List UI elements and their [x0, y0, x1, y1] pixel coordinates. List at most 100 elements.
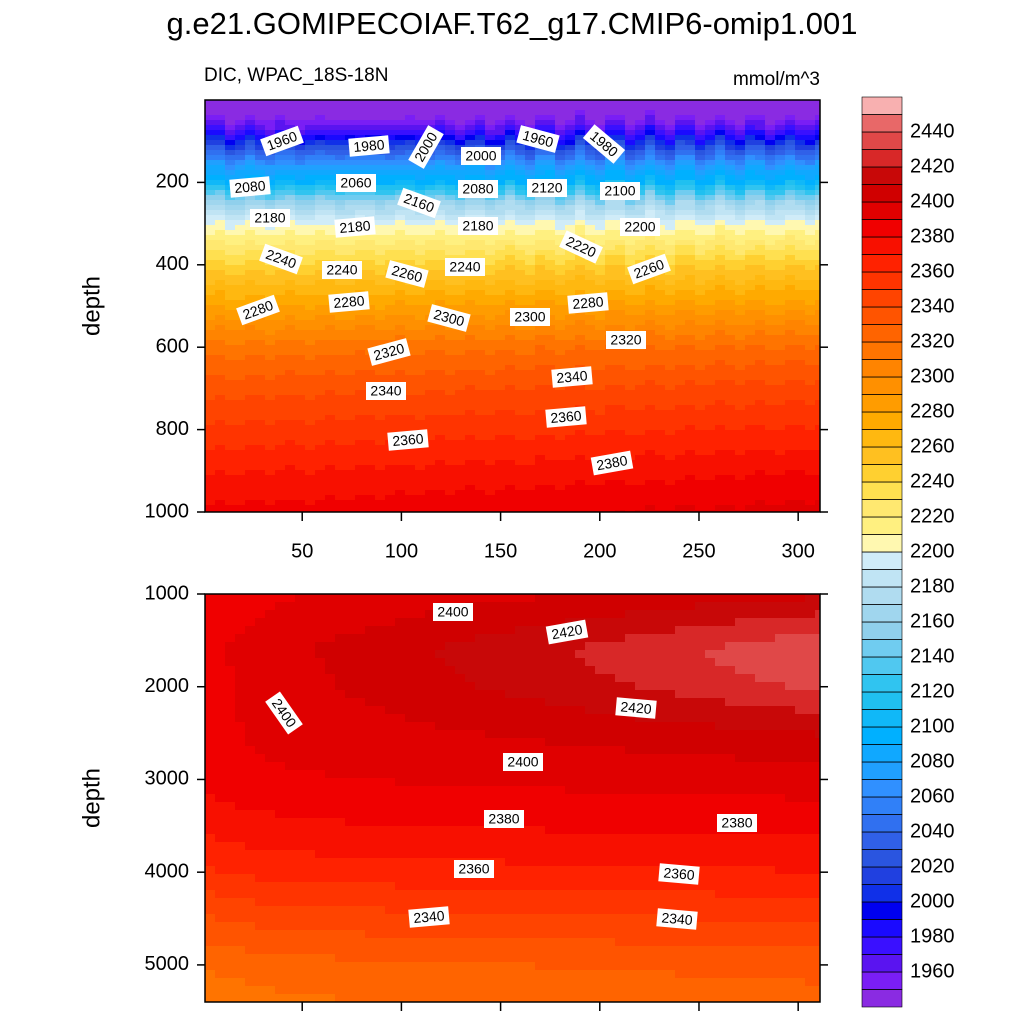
- field-cell: [415, 125, 426, 131]
- field-cell: [235, 375, 246, 381]
- field-cell: [685, 380, 696, 386]
- field-cell: [795, 270, 806, 276]
- field-cell: [575, 135, 586, 141]
- field-cell: [755, 155, 766, 161]
- field-cell: [585, 215, 596, 221]
- field-cell: [795, 490, 806, 496]
- field-cell: [535, 325, 546, 331]
- field-cell: [295, 120, 306, 126]
- field-cell: [685, 285, 696, 291]
- field-cell: [625, 370, 636, 376]
- field-cell: [395, 245, 406, 251]
- field-cell: [485, 240, 496, 246]
- field-cell: [455, 465, 466, 471]
- field-cell: [315, 210, 326, 216]
- field-cell: [745, 110, 756, 116]
- field-cell: [265, 280, 276, 286]
- field-cell: [395, 250, 406, 256]
- field-cell: [795, 245, 806, 251]
- field-cell: [475, 135, 486, 141]
- field-cell: [385, 490, 396, 496]
- field-cell: [605, 310, 616, 316]
- field-cell: [575, 470, 586, 476]
- field-cell: [505, 485, 516, 491]
- field-cell: [585, 110, 596, 116]
- field-cell: [505, 505, 516, 511]
- field-cell: [365, 340, 376, 346]
- field-cell: [275, 240, 286, 246]
- field-cell: [635, 235, 646, 241]
- field-cell: [225, 405, 236, 411]
- field-cell: [205, 225, 216, 231]
- field-cell: [205, 285, 216, 291]
- field-cell: [335, 195, 346, 201]
- field-cell: [705, 475, 716, 481]
- field-cell: [205, 410, 216, 416]
- field-cell: [205, 455, 216, 461]
- field-cell: [575, 320, 586, 326]
- field-cell: [355, 115, 366, 121]
- field-cell: [535, 505, 546, 511]
- field-cell: [685, 150, 696, 156]
- field-cell: [525, 155, 536, 161]
- field-cell: [715, 425, 726, 431]
- field-cell: [405, 230, 416, 236]
- field-cell: [455, 395, 466, 401]
- field-cell: [715, 410, 726, 416]
- field-cell: [535, 355, 546, 361]
- field-cell: [255, 115, 266, 121]
- field-cell: [315, 430, 326, 436]
- field-cell: [335, 330, 346, 336]
- field-cell: [765, 165, 776, 171]
- field-cell: [415, 180, 426, 186]
- field-cell: [225, 340, 236, 346]
- field-cell: [425, 115, 436, 121]
- field-cell: [695, 365, 706, 371]
- field-cell: [235, 450, 246, 456]
- field-cell: [545, 345, 556, 351]
- field-cell: [295, 180, 306, 186]
- field-cell: [625, 295, 636, 301]
- field-cell: [715, 365, 726, 371]
- field-cell: [315, 145, 326, 151]
- field-cell: [425, 465, 436, 471]
- field-cell: [795, 155, 806, 161]
- field-cell: [765, 190, 776, 196]
- field-cell: [485, 200, 496, 206]
- field-cell: [585, 175, 596, 181]
- field-cell: [585, 410, 596, 416]
- field-cell: [795, 465, 806, 471]
- field-cell: [555, 345, 566, 351]
- field-cell: [325, 485, 336, 491]
- field-cell: [385, 310, 396, 316]
- field-cell: [625, 205, 636, 211]
- field-cell: [655, 160, 666, 166]
- field-cell: [495, 440, 506, 446]
- field-cell: [545, 250, 556, 256]
- field-cell: [495, 415, 506, 421]
- field-cell: [395, 455, 406, 461]
- field-cell: [225, 215, 236, 221]
- field-cell: [785, 350, 796, 356]
- field-cell: [695, 335, 706, 341]
- field-cell: [275, 270, 286, 276]
- field-cell: [545, 475, 556, 481]
- field-cell: [515, 125, 526, 131]
- field-cell: [495, 195, 506, 201]
- field-cell: [565, 360, 576, 366]
- field-cell: [315, 360, 326, 366]
- field-cell: [715, 370, 726, 376]
- field-cell: [665, 380, 676, 386]
- field-cell: [335, 420, 346, 426]
- field-cell: [715, 490, 726, 496]
- field-cell: [375, 170, 386, 176]
- field-cell: [805, 150, 816, 156]
- field-cell: [525, 195, 536, 201]
- field-cell: [725, 120, 736, 126]
- field-cell: [585, 315, 596, 321]
- field-cell: [755, 220, 766, 226]
- field-cell: [445, 100, 456, 106]
- field-cell: [715, 270, 726, 276]
- field-cell: [795, 145, 806, 151]
- field-cell: [665, 145, 676, 151]
